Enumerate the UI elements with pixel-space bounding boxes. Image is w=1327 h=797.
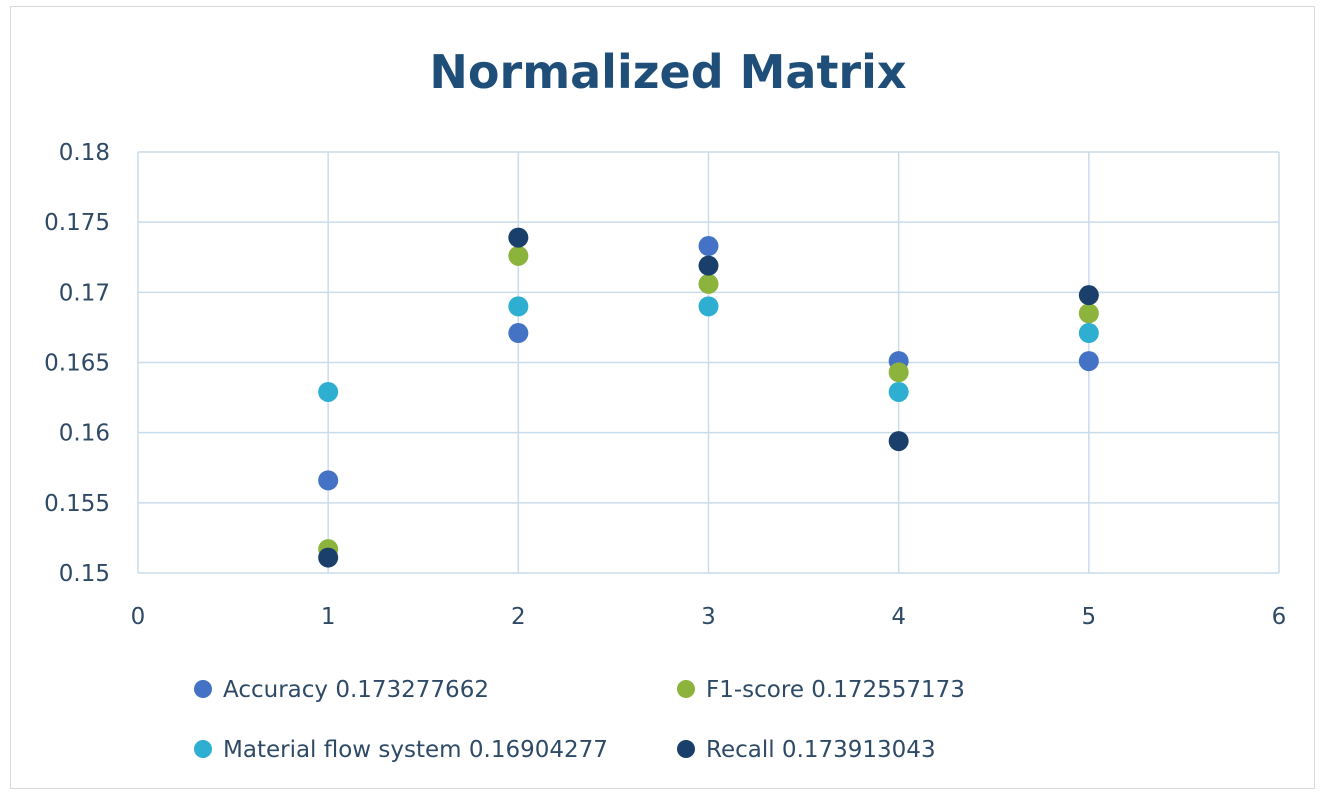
y-tick-label: 0.17 <box>59 280 110 306</box>
data-point <box>698 255 719 276</box>
legend-label: Recall 0.173913043 <box>706 737 936 763</box>
legend-marker <box>677 680 695 698</box>
x-tick-label: 4 <box>891 604 906 630</box>
grid-lines <box>137 151 1280 574</box>
legend-label: Material flow system 0.16904277 <box>223 737 608 763</box>
x-tick-label: 6 <box>1272 604 1287 630</box>
data-points <box>318 227 1099 568</box>
data-point <box>1078 351 1099 372</box>
data-point <box>888 362 909 383</box>
data-point <box>888 431 909 452</box>
data-point <box>508 245 529 266</box>
y-tick-label: 0.15 <box>59 561 110 587</box>
legend-marker <box>194 680 212 698</box>
x-tick-label: 5 <box>1082 604 1097 630</box>
data-point <box>318 547 339 568</box>
x-tick-labels: 0 1 2 3 4 5 6 <box>131 604 1287 630</box>
legend-marker <box>677 740 695 758</box>
data-point <box>1078 285 1099 306</box>
data-point <box>318 381 339 402</box>
chart-title: Normalized Matrix <box>429 45 906 99</box>
data-point <box>508 296 529 317</box>
x-tick-label: 0 <box>131 604 146 630</box>
y-tick-label: 0.18 <box>59 140 110 166</box>
data-point <box>508 323 529 344</box>
y-tick-label: 0.155 <box>44 491 110 517</box>
data-point <box>318 470 339 491</box>
data-point <box>508 227 529 248</box>
x-tick-label: 1 <box>321 604 336 630</box>
data-point <box>888 381 909 402</box>
y-tick-label: 0.175 <box>44 210 110 236</box>
legend: Accuracy 0.173277662 F1-score 0.172557173… <box>194 677 965 763</box>
data-point <box>698 273 719 294</box>
data-point <box>1078 323 1099 344</box>
chart-frame <box>10 6 1315 789</box>
y-tick-label: 0.16 <box>59 421 110 447</box>
data-point <box>698 296 719 317</box>
data-point <box>1078 303 1099 324</box>
legend-label: F1-score 0.172557173 <box>706 677 965 703</box>
y-tick-label: 0.165 <box>44 351 110 377</box>
data-point <box>698 236 719 257</box>
legend-label: Accuracy 0.173277662 <box>223 677 489 703</box>
legend-marker <box>194 740 212 758</box>
x-tick-label: 2 <box>511 604 526 630</box>
y-tick-labels: 0.18 0.175 0.17 0.165 0.16 0.155 0.15 <box>44 140 110 587</box>
x-tick-label: 3 <box>701 604 716 630</box>
